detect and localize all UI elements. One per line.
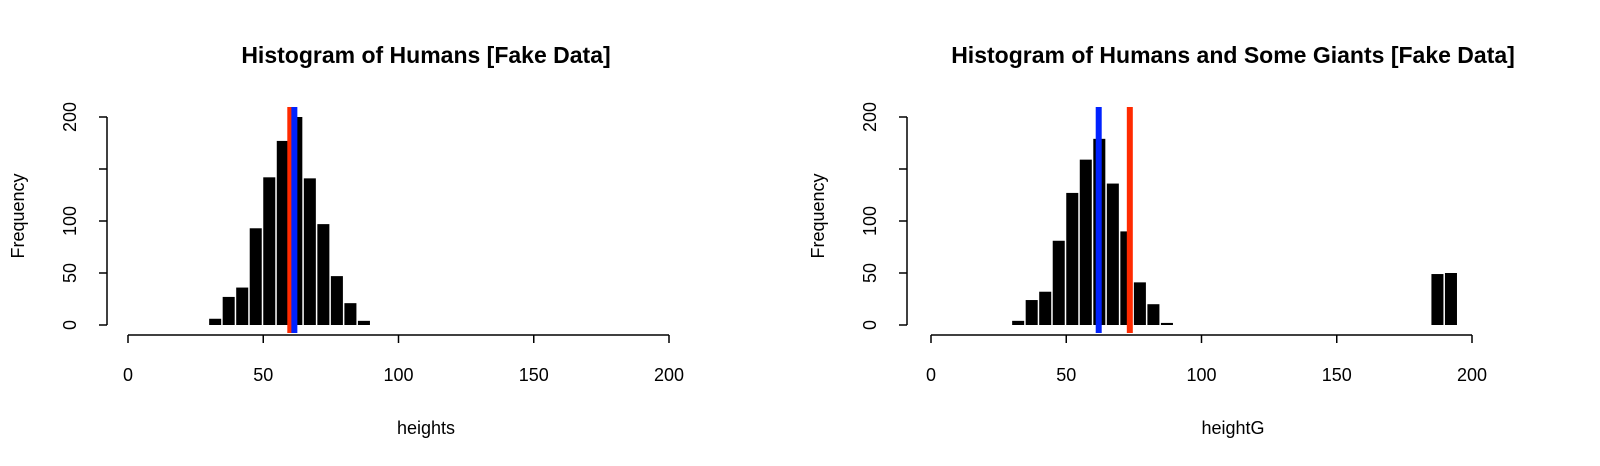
x-tick-label: 200 <box>1457 365 1487 385</box>
x-tick-label: 100 <box>1186 365 1216 385</box>
histogram-bar <box>1444 273 1457 325</box>
chart-title: Histogram of Humans [Fake Data] <box>241 42 610 68</box>
histogram-giants-chart: Histogram of Humans and Some Giants [Fak… <box>808 42 1515 438</box>
histogram-bar <box>1106 183 1119 325</box>
histogram-bar <box>317 224 330 325</box>
histogram-bar <box>1147 304 1160 325</box>
y-tick-label: 50 <box>860 263 880 283</box>
histogram-bar <box>1052 240 1065 325</box>
histogram-bar <box>1039 291 1052 325</box>
x-tick-label: 150 <box>519 365 549 385</box>
y-tick-label: 100 <box>60 206 80 236</box>
histogram-bar <box>303 178 316 325</box>
y-tick-label: 0 <box>60 320 80 330</box>
histogram-bar <box>236 287 249 325</box>
histogram-bar <box>357 320 370 325</box>
histogram-bar <box>1431 274 1444 325</box>
x-tick-label: 0 <box>926 365 936 385</box>
x-tick-label: 100 <box>383 365 413 385</box>
x-tick-label: 0 <box>123 365 133 385</box>
y-tick-label: 100 <box>860 206 880 236</box>
histogram-bar <box>1025 300 1038 325</box>
histogram-bar <box>1079 159 1092 325</box>
y-tick-label: 200 <box>60 102 80 132</box>
x-tick-label: 50 <box>253 365 273 385</box>
histogram-humans-chart: Histogram of Humans [Fake Data] 0 50 100 15… <box>8 42 684 438</box>
x-axis-label: heightG <box>1201 418 1264 438</box>
histogram-bar <box>249 228 262 325</box>
histogram-bar <box>276 140 289 325</box>
histogram-bar <box>1066 192 1079 325</box>
histogram-bar <box>222 296 235 325</box>
x-tick-label: 200 <box>654 365 684 385</box>
y-axis-label: Frequency <box>808 173 828 258</box>
y-tick-label: 200 <box>860 102 880 132</box>
chart-title: Histogram of Humans and Some Giants [Fak… <box>951 42 1515 68</box>
histogram-bar <box>344 303 357 325</box>
histogram-bar <box>209 318 222 325</box>
y-axis-label: Frequency <box>8 173 28 258</box>
y-tick-label: 50 <box>60 263 80 283</box>
histogram-bar <box>263 177 276 325</box>
histogram-bar <box>1133 282 1146 325</box>
x-tick-label: 50 <box>1056 365 1076 385</box>
x-tick-label: 150 <box>1322 365 1352 385</box>
y-tick-label: 0 <box>860 320 880 330</box>
histogram-bar <box>1160 322 1173 325</box>
histogram-bar <box>330 276 343 325</box>
x-axis-label: heights <box>397 418 455 438</box>
histogram-bar <box>1012 320 1025 325</box>
